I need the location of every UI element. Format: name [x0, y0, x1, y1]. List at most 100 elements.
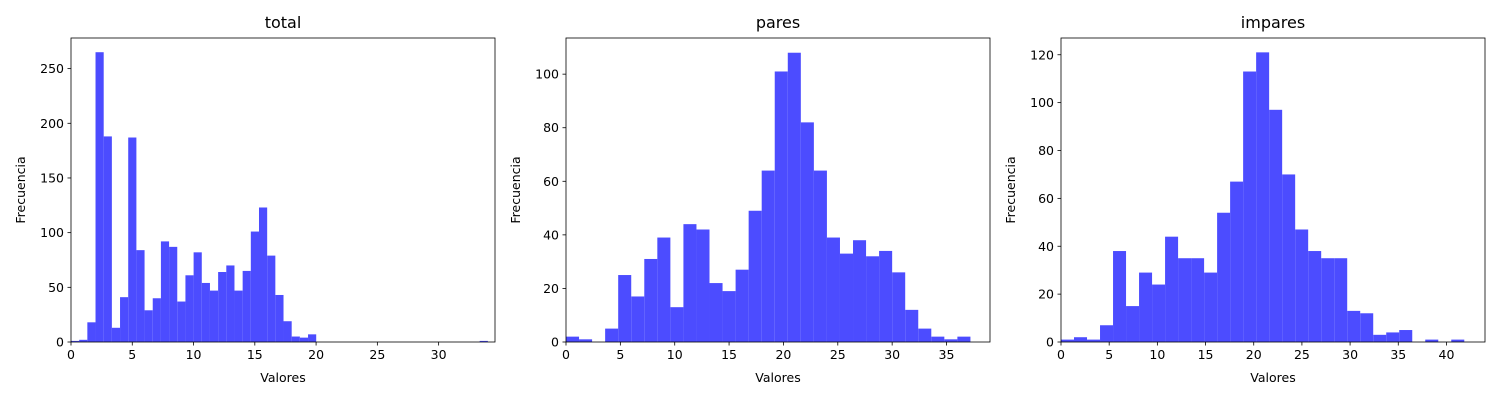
histogram-bar [800, 122, 814, 342]
y-tick-label: 100 [40, 225, 64, 240]
histogram-bar [631, 296, 645, 342]
x-tick-label: 10 [186, 347, 202, 362]
x-tick-label: 20 [308, 347, 324, 362]
histogram-bar [735, 269, 749, 342]
histogram-bar [905, 309, 919, 342]
histogram-bar [308, 334, 317, 342]
histogram-bar [275, 294, 284, 342]
histogram-bar [1165, 236, 1179, 342]
histogram-bar [177, 301, 186, 342]
histogram-bar [644, 258, 658, 342]
histogram-bar [250, 231, 259, 342]
histogram-bar [1399, 330, 1413, 342]
chart-title: impares [1241, 13, 1305, 32]
histogram-bars [566, 52, 971, 343]
x-axis-label: Valores [755, 370, 800, 385]
histogram-bars [1061, 52, 1465, 342]
y-axis-label: Frecuencia [13, 156, 28, 223]
histogram-bar [1126, 306, 1140, 342]
histogram-bar [71, 340, 80, 342]
y-tick-label: 20 [543, 281, 559, 296]
histogram-bar [1347, 310, 1361, 342]
x-axis-label: Valores [1250, 370, 1295, 385]
x-tick-label: 0 [1057, 347, 1065, 362]
histogram-bar [1321, 258, 1335, 342]
x-tick-label: 35 [939, 347, 955, 362]
y-tick-label: 150 [40, 170, 64, 185]
histogram-bar [696, 229, 710, 342]
histogram-bar [748, 210, 762, 342]
histogram-bar [1074, 337, 1088, 342]
axes-frame [1060, 37, 1486, 343]
histogram-bar [169, 246, 178, 342]
x-tick-label: 30 [884, 347, 900, 362]
x-tick-label: 5 [616, 347, 624, 362]
x-tick-label: 35 [1390, 347, 1406, 362]
histogram-bar [95, 52, 104, 343]
histogram-bar [1295, 229, 1309, 342]
y-tick-label: 200 [40, 116, 64, 131]
histogram-bar [1308, 251, 1322, 342]
y-tick-label: 250 [40, 61, 64, 76]
histogram-bar [1243, 71, 1257, 342]
histogram-bar [258, 207, 268, 342]
histogram-bar [839, 253, 854, 342]
histogram-bar [853, 240, 867, 342]
histogram-bar [1256, 52, 1270, 342]
chart-title: total [265, 13, 302, 32]
chart-title: pares [756, 13, 800, 32]
histogram-bar [761, 170, 775, 342]
histogram-bar [79, 339, 88, 342]
histogram-bar [618, 275, 632, 342]
histogram-bar [1230, 181, 1244, 342]
histogram-bar [160, 241, 170, 342]
histogram-bar [103, 136, 112, 342]
histogram-bar [120, 297, 129, 342]
y-tick-label: 60 [543, 174, 559, 189]
x-tick-label: 0 [562, 347, 570, 362]
histogram-bar [579, 339, 593, 342]
y-tick-label: 0 [551, 335, 559, 350]
histogram-bar [1152, 284, 1166, 342]
histogram-bar [722, 291, 736, 342]
histogram-bar [291, 336, 300, 342]
histogram-bar [683, 224, 697, 342]
histogram-bar [152, 298, 161, 342]
x-tick-label: 20 [775, 347, 791, 362]
histogram-bar [918, 328, 932, 342]
histogram-bar [670, 307, 684, 342]
histogram-bar [479, 340, 488, 342]
histogram-bar [1451, 339, 1465, 342]
y-tick-label: 80 [1038, 143, 1054, 158]
histogram-bar [1139, 272, 1153, 342]
x-tick-label: 25 [830, 347, 846, 362]
histogram-bar [111, 327, 121, 342]
x-tick-label: 15 [1198, 347, 1214, 362]
histogram-bar [1425, 339, 1439, 342]
histogram-bar [1100, 325, 1114, 342]
y-axis-label: Frecuencia [1003, 156, 1018, 223]
axes-frame [565, 37, 991, 343]
y-tick-label: 60 [1038, 191, 1054, 206]
x-tick-label: 30 [431, 347, 447, 362]
histogram-bar [226, 265, 235, 342]
x-tick-label: 30 [1342, 347, 1358, 362]
histogram-bar [1217, 212, 1231, 342]
x-tick-label: 25 [1294, 347, 1310, 362]
histogram-bar [866, 256, 880, 342]
histogram-bar [144, 310, 153, 342]
histogram-bar [709, 283, 723, 342]
subplot-impares: 0 5 10 15 20 25 30 35 40 0 20 40 60 80 100 120 impares Va… [1003, 13, 1486, 385]
y-tick-label: 80 [543, 120, 559, 135]
histogram-bar [234, 290, 243, 342]
histogram-bar [1061, 339, 1075, 342]
x-tick-label: 15 [247, 347, 263, 362]
x-axis-label: Valores [260, 370, 305, 385]
y-tick-label: 50 [48, 280, 64, 295]
x-tick-label: 15 [721, 347, 737, 362]
histogram-bar [1204, 272, 1218, 342]
histogram-bar [957, 336, 971, 342]
histogram-bar [87, 322, 96, 342]
y-tick-label: 100 [1030, 95, 1054, 110]
